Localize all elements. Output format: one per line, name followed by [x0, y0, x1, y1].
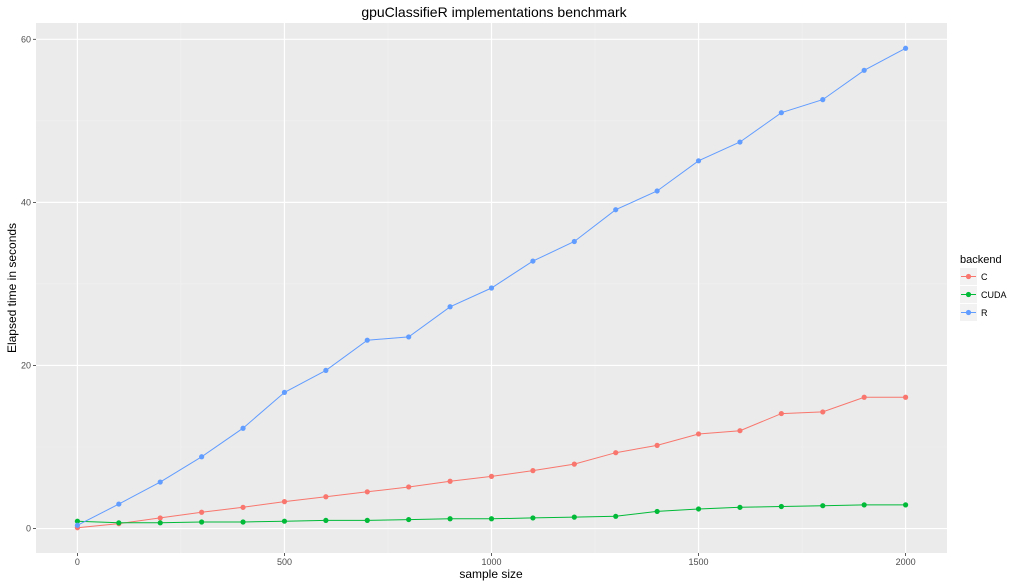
x-tick-label: 1500 — [689, 557, 709, 567]
data-point-cuda — [530, 515, 536, 521]
data-point-cuda — [157, 520, 163, 526]
data-point-r — [571, 238, 577, 245]
data-point-r — [406, 334, 412, 340]
data-point-c — [240, 504, 246, 510]
legend-marker-c — [965, 273, 972, 280]
x-tick-label: 1000 — [481, 557, 501, 567]
legend-marker-r — [965, 309, 972, 316]
data-point-c — [778, 410, 784, 417]
data-point-cuda — [902, 502, 909, 508]
data-point-cuda — [199, 519, 205, 525]
data-point-r — [820, 97, 826, 103]
data-point-r — [861, 67, 867, 73]
data-point-cuda — [488, 516, 495, 522]
legend: backend C CUDA R — [960, 254, 1007, 321]
x-tick-label: 500 — [277, 557, 292, 567]
data-point-c — [613, 450, 619, 456]
x-tick-label: 0 — [75, 557, 80, 567]
data-point-c — [364, 489, 370, 495]
data-point-r — [737, 139, 743, 145]
data-point-cuda — [571, 514, 577, 520]
x-axis-title: sample size — [459, 567, 523, 581]
data-point-cuda — [613, 513, 619, 519]
y-tick-label: 0 — [26, 524, 31, 534]
data-point-cuda — [74, 518, 81, 524]
data-point-r — [199, 454, 205, 460]
data-point-c — [902, 394, 909, 400]
x-axis-ticks: 0 500 1000 1500 2000 — [75, 553, 916, 567]
legend-label-cuda: CUDA — [981, 290, 1007, 300]
y-tick-label: 60 — [21, 34, 31, 44]
data-point-cuda — [406, 516, 412, 523]
data-point-cuda — [695, 506, 702, 512]
data-point-r — [654, 188, 660, 194]
legend-items: C CUDA R — [960, 268, 1007, 321]
y-axis-ticks: 0 20 40 60 — [21, 34, 36, 534]
data-point-r — [116, 501, 122, 507]
data-point-c — [199, 509, 205, 515]
data-point-cuda — [778, 503, 784, 510]
legend-marker-cuda — [965, 291, 972, 298]
data-point-cuda — [737, 504, 743, 510]
data-point-c — [488, 473, 495, 479]
y-tick-label: 40 — [21, 197, 31, 207]
data-point-r — [364, 337, 370, 343]
data-point-c — [861, 394, 867, 400]
y-tick-label: 20 — [21, 360, 31, 370]
data-point-c — [281, 499, 288, 505]
data-point-r — [281, 389, 288, 395]
data-point-r — [74, 522, 81, 528]
legend-title: backend — [960, 254, 1002, 266]
data-point-c — [406, 484, 412, 490]
data-point-c — [447, 478, 453, 484]
data-point-c — [323, 494, 329, 500]
data-point-c — [571, 461, 577, 467]
data-point-r — [323, 367, 329, 373]
data-point-r — [695, 158, 702, 164]
data-point-cuda — [654, 508, 660, 515]
legend-label-c: C — [981, 272, 988, 282]
data-point-r — [447, 304, 453, 310]
data-point-cuda — [323, 517, 329, 523]
data-point-r — [902, 45, 909, 51]
data-point-cuda — [240, 519, 246, 525]
data-point-c — [157, 515, 163, 521]
data-point-c — [737, 428, 743, 434]
data-point-cuda — [364, 517, 370, 523]
x-tick-label: 2000 — [896, 557, 916, 567]
data-point-c — [695, 431, 702, 437]
data-point-r — [488, 285, 495, 291]
series-points — [74, 45, 909, 531]
data-point-cuda — [116, 520, 122, 526]
data-point-r — [240, 425, 246, 431]
data-point-r — [613, 207, 619, 213]
legend-label-r: R — [981, 308, 988, 318]
data-point-c — [820, 409, 826, 415]
data-point-r — [157, 479, 163, 485]
chart-title: gpuClassifieR implementations benchmark — [361, 4, 627, 20]
y-axis-title: Elapsed time in seconds — [5, 223, 19, 353]
data-point-cuda — [281, 518, 288, 524]
data-point-c — [654, 442, 660, 448]
data-point-cuda — [820, 503, 826, 509]
data-point-cuda — [447, 516, 453, 522]
data-point-cuda — [861, 502, 867, 508]
data-point-c — [530, 468, 536, 474]
data-point-r — [778, 110, 784, 116]
data-point-r — [530, 258, 536, 264]
